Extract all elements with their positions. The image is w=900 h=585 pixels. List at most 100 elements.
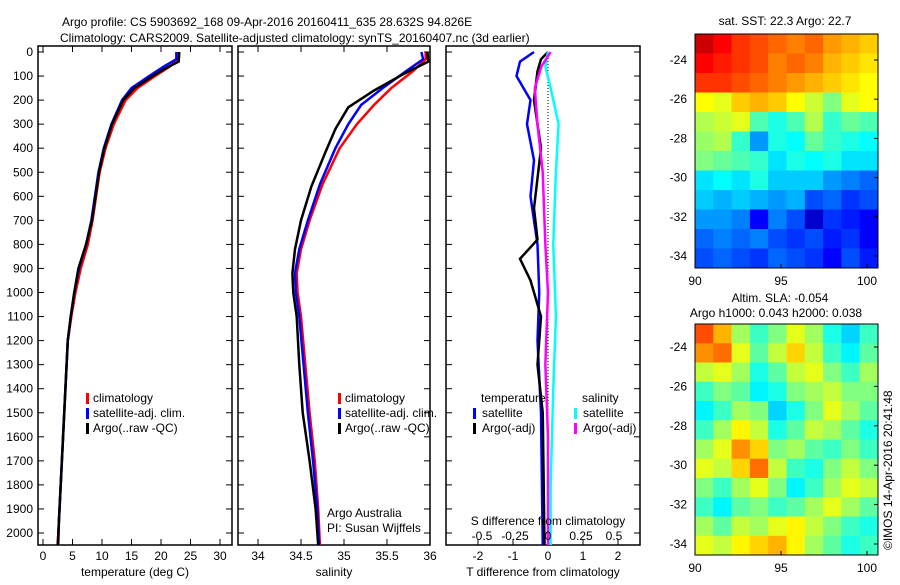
lon-tick-label: 100 [857, 561, 877, 575]
heatmap-cell [804, 92, 824, 113]
depth-tick-label: 300 [13, 117, 33, 131]
heatmap-cell [823, 343, 842, 363]
heatmap-cell [859, 381, 879, 402]
depth-tick-label: 900 [13, 261, 33, 275]
heatmap-cell [731, 362, 751, 383]
lon-tick-label: 90 [688, 274, 702, 288]
heatmap-cell [713, 439, 733, 460]
temperature-profile-frame [37, 45, 233, 546]
heatmap-cell [786, 53, 806, 74]
heatmap-cell [786, 343, 806, 363]
heatmap-cell [841, 535, 861, 556]
lat-tick-label: -26 [670, 379, 688, 393]
heatmap-cell [695, 420, 714, 440]
heatmap-cell [768, 516, 787, 537]
heatmap-cell [695, 73, 714, 93]
heatmap-cell [804, 362, 824, 383]
heatmap-cell [749, 458, 769, 479]
heatmap-cell [859, 170, 879, 191]
heatmap-cell [731, 516, 751, 537]
heatmap-cell [823, 516, 842, 537]
heatmap-cell [804, 170, 824, 191]
legend-swatch [86, 408, 89, 419]
sst-map-frame [694, 33, 879, 269]
depth-tick-label: 1700 [6, 454, 33, 468]
heatmap-cell [804, 34, 824, 54]
x-tick-label: 2 [615, 549, 622, 563]
heatmap-cell [695, 516, 714, 537]
heatmap-cell [841, 458, 861, 479]
heatmap-cell [749, 170, 769, 191]
heatmap-cell [859, 92, 879, 113]
heatmap-cell [768, 73, 787, 93]
heatmap-cell [749, 535, 769, 556]
heatmap-cell [731, 248, 751, 269]
heatmap-cell [749, 248, 769, 269]
depth-tick-label: 1600 [6, 430, 33, 444]
heatmap-cell [695, 151, 714, 171]
heatmap-cell [713, 209, 733, 230]
heatmap-cell [695, 112, 714, 132]
heatmap-cell [841, 73, 861, 93]
sla-map-title-1: Altim. SLA: -0.054 [732, 291, 829, 305]
annotation-argo-australia: Argo Australia [327, 506, 402, 520]
heatmap-cell [713, 131, 733, 152]
heatmap-cell [695, 248, 714, 269]
heatmap-cell [731, 381, 751, 402]
heatmap-cell [859, 343, 879, 363]
heatmap-cell [841, 420, 861, 440]
heatmap-cell [731, 53, 751, 74]
legend-swatch [338, 408, 341, 419]
heatmap-cell [804, 229, 824, 249]
heatmap-cell [695, 34, 714, 54]
heatmap-cell [804, 516, 824, 537]
heatmap-cell [841, 112, 861, 132]
heatmap-cell [695, 497, 714, 517]
x-tick-label: 15 [125, 549, 139, 563]
heatmap-cell [749, 229, 769, 249]
legend-swatch [473, 408, 476, 419]
heatmap-cell [823, 131, 842, 152]
legend-swatch [473, 423, 476, 434]
heatmap-cell [749, 420, 769, 440]
depth-tick-label: 1000 [6, 286, 33, 300]
heatmap-cell [841, 131, 861, 152]
legend-label: Argo(-adj) [583, 421, 636, 435]
heatmap-cell [768, 190, 787, 210]
heatmap-cell [713, 151, 733, 171]
depth-tick-label: 1200 [6, 334, 33, 348]
heatmap-cell [859, 478, 879, 498]
heatmap-cell [695, 458, 714, 479]
heatmap-cell [786, 131, 806, 152]
heatmap-cell [713, 362, 733, 383]
heatmap-cell [804, 131, 824, 152]
heatmap-cell [841, 439, 861, 460]
heatmap-cell [713, 324, 733, 344]
heatmap-cell [804, 497, 824, 517]
heatmap-cell [859, 535, 879, 556]
lat-tick-label: -34 [670, 249, 688, 263]
heatmap-cell [731, 190, 751, 210]
heatmap-cell [859, 458, 879, 479]
heatmap-cell [841, 190, 861, 210]
heatmap-cell [786, 112, 806, 132]
heatmap-cell [713, 497, 733, 517]
heatmap-cell [731, 343, 751, 363]
x-tick-label: 10 [95, 549, 109, 563]
heatmap-cell [749, 73, 769, 93]
depth-tick-label: 800 [13, 237, 33, 251]
heatmap-cell [695, 439, 714, 460]
heatmap-cell [804, 420, 824, 440]
heatmap-cell [731, 458, 751, 479]
heatmap-cell [786, 458, 806, 479]
heatmap-cell [823, 420, 842, 440]
heatmap-cell [713, 248, 733, 269]
heatmap-cell [823, 497, 842, 517]
heatmap-cell [841, 170, 861, 191]
depth-tick-label: 1400 [6, 382, 33, 396]
heatmap-cell [859, 209, 879, 230]
heatmap-cell [695, 324, 714, 344]
heatmap-cell [841, 92, 861, 113]
x-axis-label: salinity [316, 565, 353, 579]
